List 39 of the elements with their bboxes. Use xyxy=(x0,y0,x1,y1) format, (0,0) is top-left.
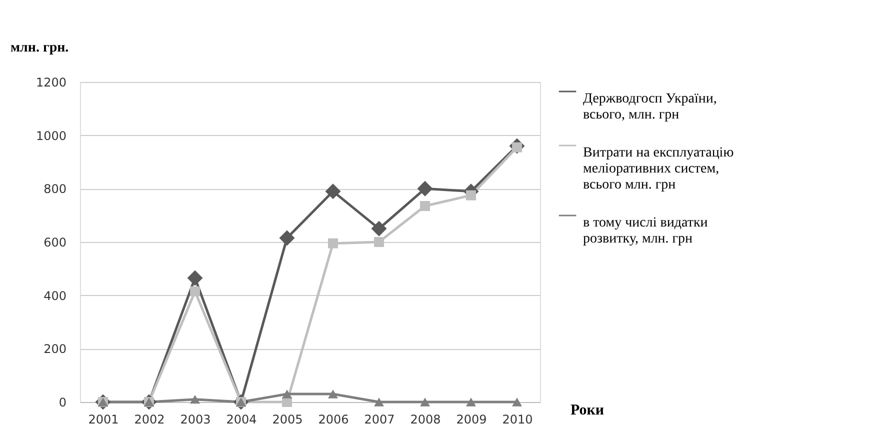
y-tick-label: 800 xyxy=(44,182,66,196)
x-axis-title: Роки xyxy=(570,402,604,418)
point xyxy=(417,180,433,196)
point xyxy=(187,270,203,286)
x-tick-label: 2010 xyxy=(502,412,533,426)
point xyxy=(190,286,200,296)
point xyxy=(420,201,430,211)
x-tick-label: 2008 xyxy=(410,412,441,426)
x-tick-label: 2005 xyxy=(272,412,303,426)
point xyxy=(190,395,200,404)
y-axis-title: млн. грн. xyxy=(10,40,69,56)
point xyxy=(282,390,292,398)
point xyxy=(466,398,476,406)
x-tick-label: 2007 xyxy=(364,412,395,426)
y-tick-label: 0 xyxy=(58,396,66,410)
point xyxy=(279,230,295,246)
point xyxy=(466,190,476,200)
x-tick-label: 2002 xyxy=(134,412,165,426)
legend-label: в тому числі видатки розвитку, млн. грн xyxy=(583,216,708,246)
y-tick-label: 1000 xyxy=(36,128,66,143)
y-tick-label: 1200 xyxy=(36,76,66,90)
point xyxy=(371,220,387,236)
legend-label: Витрати на експлуатацію меліоративних систем, всього млн. грн xyxy=(583,146,734,192)
point xyxy=(325,184,341,200)
x-tick-label: 2003 xyxy=(180,412,211,426)
y-tick-label: 600 xyxy=(44,236,66,250)
legend-label: Держводгосп України, всього, млн. грн xyxy=(583,92,717,122)
point xyxy=(374,398,384,406)
x-tick-label: 2009 xyxy=(456,412,487,426)
point xyxy=(374,237,384,247)
x-tick-label: 2001 xyxy=(88,412,119,426)
y-tick-label: 400 xyxy=(44,288,66,303)
x-tick-label: 2004 xyxy=(226,412,257,426)
y-tick-label: 200 xyxy=(44,342,66,356)
point xyxy=(420,398,430,406)
point xyxy=(328,390,338,398)
point xyxy=(328,238,338,248)
x-tick-label: 2006 xyxy=(318,412,349,426)
point xyxy=(512,398,522,406)
